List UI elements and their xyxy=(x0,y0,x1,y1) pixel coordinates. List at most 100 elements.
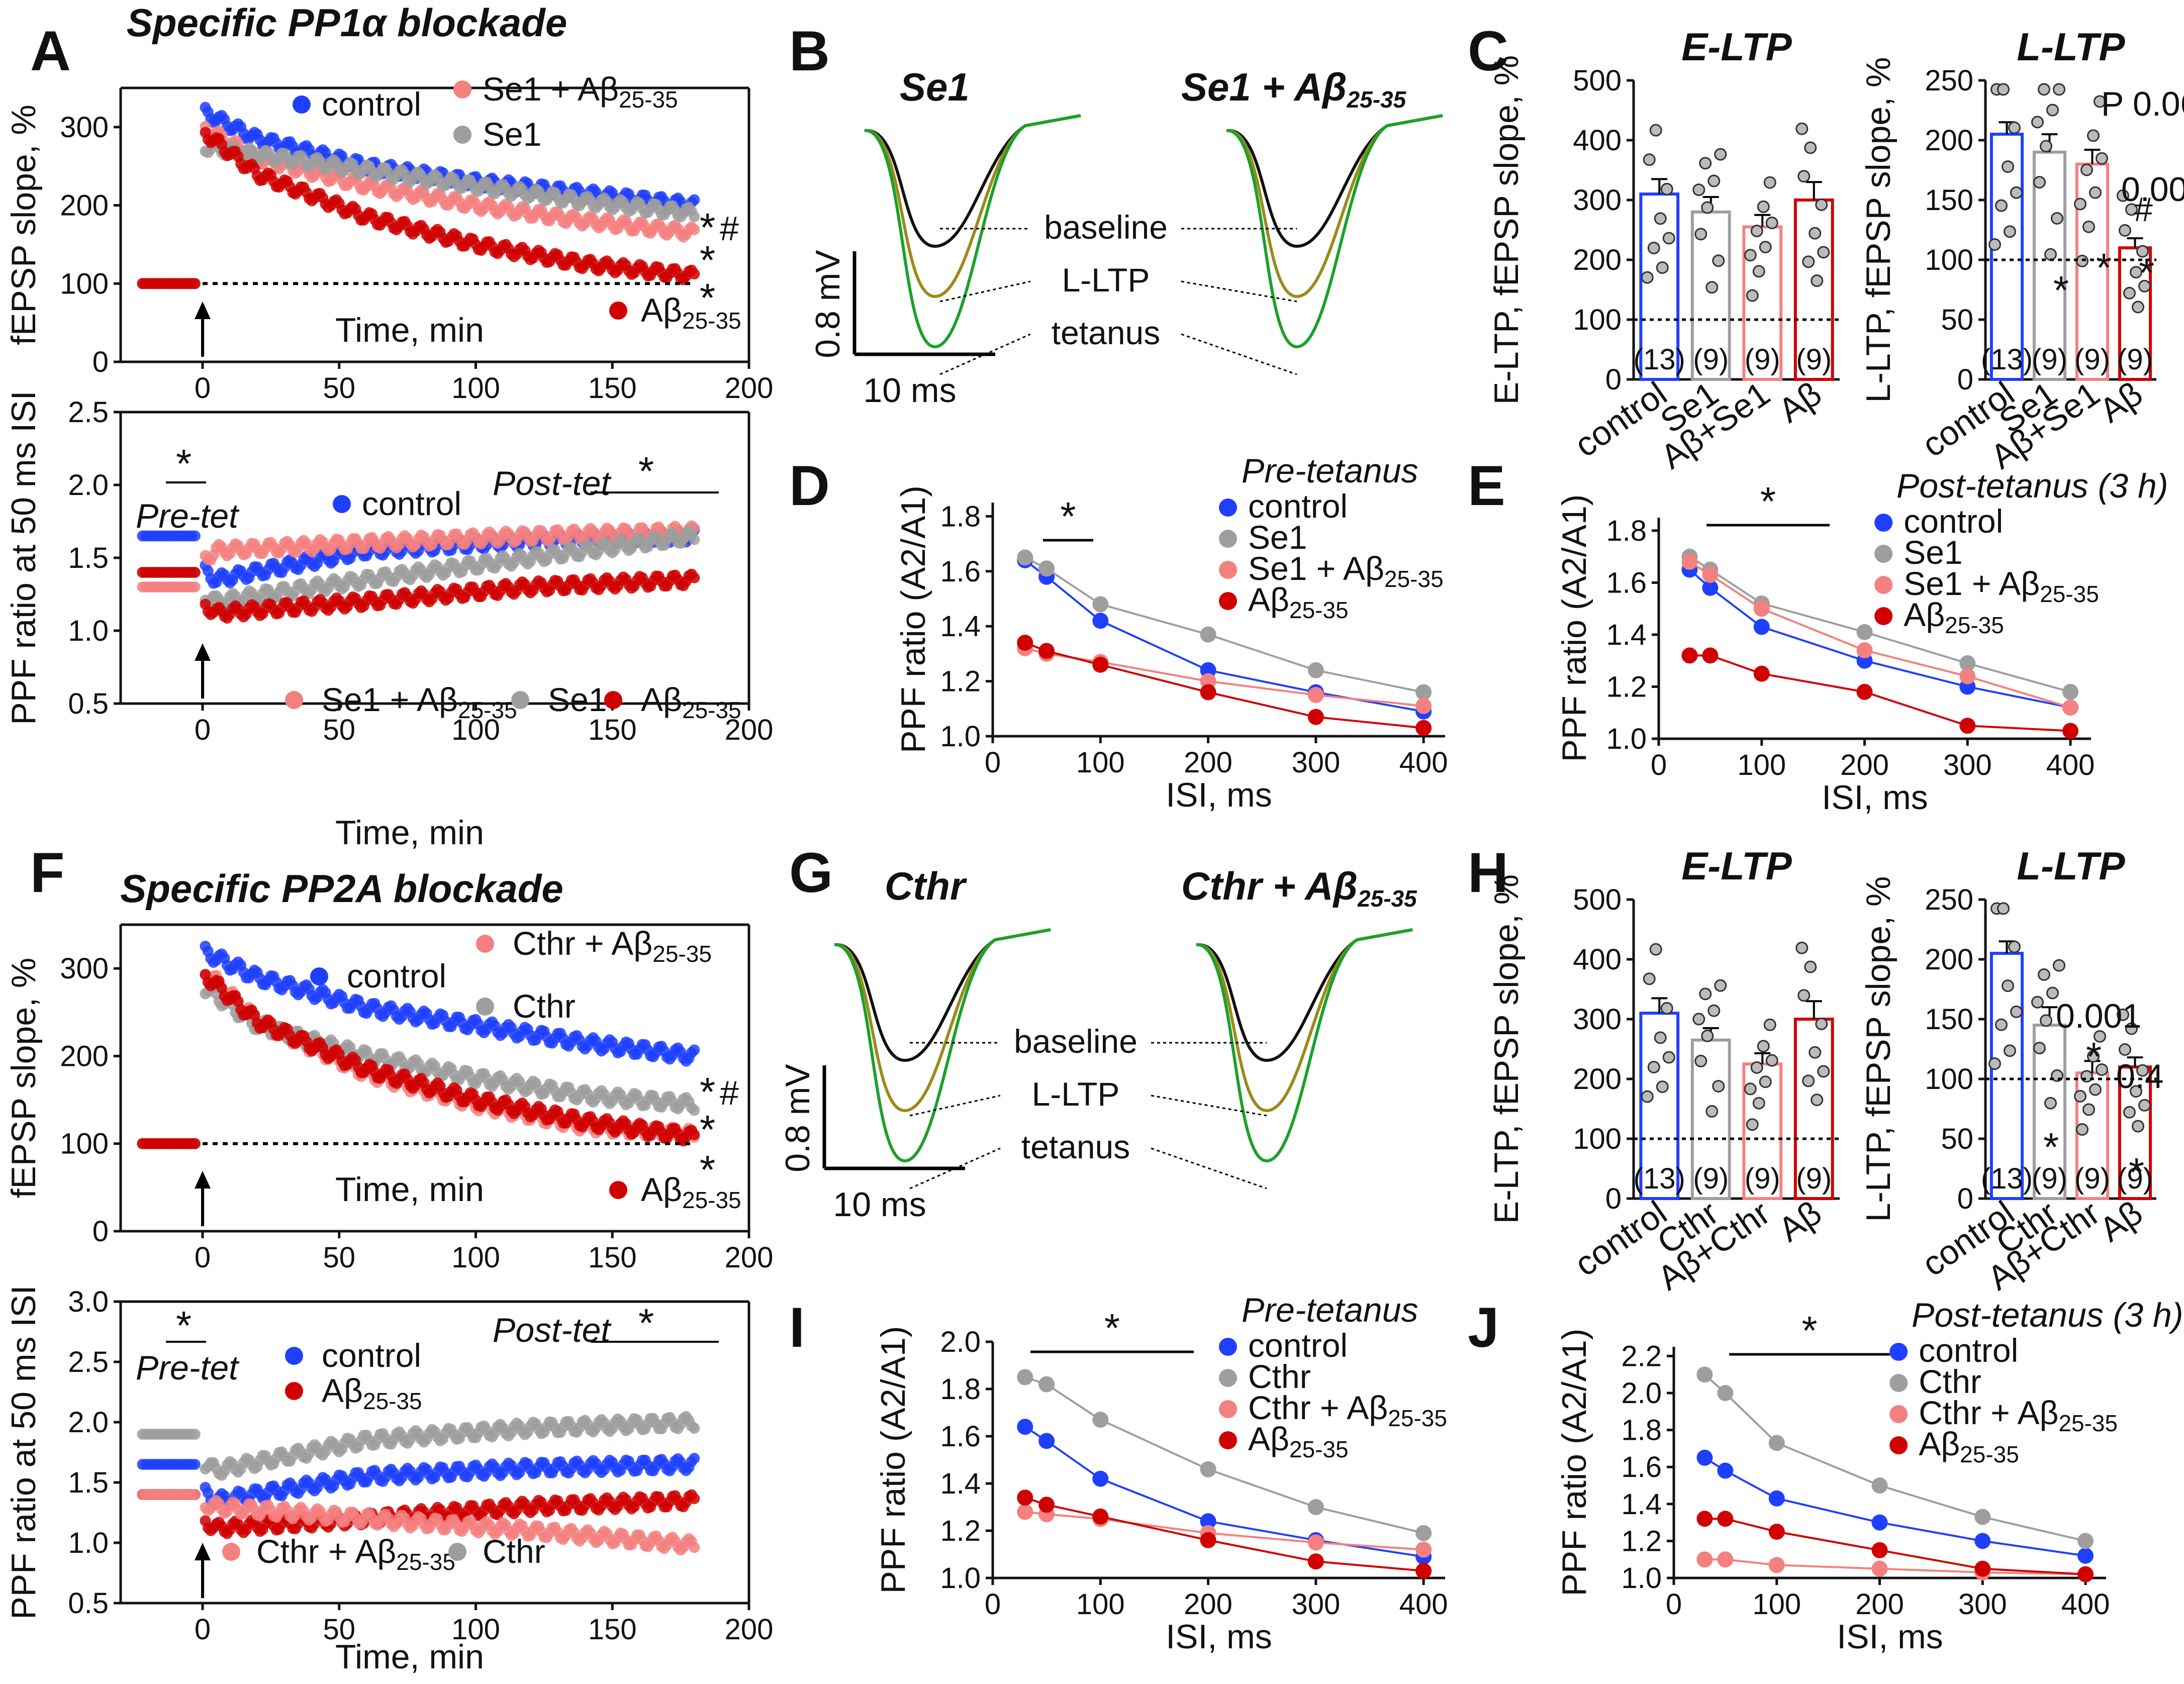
individual-point xyxy=(2044,248,2057,261)
individual-point xyxy=(1815,198,1828,211)
y-axis-label: L-LTP, fEPSP slope, % xyxy=(1859,876,1897,1222)
individual-point xyxy=(2004,225,2016,238)
sig-hash: # xyxy=(2134,190,2153,229)
y-tick-label: 300 xyxy=(60,952,109,985)
data-point xyxy=(1038,643,1055,659)
individual-point xyxy=(1757,1040,1770,1053)
individual-point xyxy=(2038,968,2050,981)
legend-marker xyxy=(609,1181,627,1199)
y-tick-label: 1.5 xyxy=(68,542,109,574)
data-point xyxy=(189,1459,201,1470)
legend-marker xyxy=(285,1347,303,1365)
x-tick-label: 200 xyxy=(1855,1588,1904,1621)
individual-point xyxy=(2031,996,2044,1009)
trace-leader xyxy=(1181,333,1297,375)
data-point xyxy=(1681,647,1698,664)
sig-star: * xyxy=(638,1301,654,1345)
data-point xyxy=(689,211,700,222)
y-axis-label: fEPSP slope, % xyxy=(5,105,43,345)
legend-marker xyxy=(1219,1369,1237,1387)
chart-C_right: 0 50 100 150 200 250 L-LTP, fEPSP slope, % L-LT… xyxy=(1859,25,2184,476)
individual-point xyxy=(1694,228,1707,241)
x-tick-label: 200 xyxy=(725,714,774,746)
y-tick-label: 150 xyxy=(1925,1003,1973,1036)
data-point xyxy=(1768,1435,1785,1451)
x-axis-label: ISI, ms xyxy=(1837,1618,1943,1656)
y-tick-label: 1.4 xyxy=(1621,1488,1662,1521)
individual-point xyxy=(1795,122,1809,135)
individual-point xyxy=(2038,83,2050,96)
y-axis-label: fEPSP slope, % xyxy=(5,958,43,1199)
y-tick-label: 2.0 xyxy=(1621,1377,1662,1410)
data-point xyxy=(1415,720,1432,736)
individual-point xyxy=(2082,220,2095,233)
bar-title: L-LTP xyxy=(2017,844,2125,888)
individual-point xyxy=(2132,1120,2144,1133)
individual-point xyxy=(1660,182,1673,195)
chart-D: 1.0 1.2 1.4 1.6 1.8 0 100 200 300 400 D Pre-tetanus… xyxy=(789,452,1448,814)
individual-point xyxy=(1815,1017,1828,1030)
trace-label: L-LTP xyxy=(1062,261,1150,299)
individual-point xyxy=(2074,1089,2086,1103)
y-tick-label: 300 xyxy=(1573,1003,1622,1036)
legend-label: Cthr xyxy=(513,987,576,1025)
individual-point xyxy=(1746,1118,1759,1131)
data-point xyxy=(1038,1376,1055,1393)
x-tick-label: 50 xyxy=(323,372,356,405)
individual-point xyxy=(1641,1090,1654,1103)
individual-point xyxy=(2138,1099,2151,1112)
data-point xyxy=(1871,1560,1888,1577)
bar-title: E-LTP xyxy=(1681,844,1792,888)
data-point xyxy=(1307,1553,1324,1570)
data-point xyxy=(1871,1542,1888,1558)
legend-label: control xyxy=(322,85,421,123)
sig-star: * xyxy=(2129,1150,2144,1195)
x-axis-label: Time, min xyxy=(335,1638,484,1676)
individual-point xyxy=(1988,1057,2001,1070)
y-tick-label: 2.0 xyxy=(940,1326,981,1358)
trace-title-right: Cthr + Aβ25-35 xyxy=(1181,864,1417,912)
panel-letter-d: D xyxy=(789,454,830,517)
data-point xyxy=(1681,554,1698,570)
data-point xyxy=(2062,699,2079,716)
individual-point xyxy=(2082,1103,2095,1116)
x-tick-label: 150 xyxy=(588,1613,637,1646)
y-tick-label: 250 xyxy=(1925,64,1973,97)
individual-point xyxy=(1647,1061,1660,1074)
data-point xyxy=(1038,1497,1055,1513)
legend-marker xyxy=(1219,499,1237,517)
individual-point xyxy=(1763,176,1776,189)
y-tick-label: 100 xyxy=(1573,304,1622,336)
legend-marker xyxy=(1219,1400,1237,1418)
data-point xyxy=(1702,647,1719,664)
data-point xyxy=(689,1105,700,1116)
y-tick-label: 1.4 xyxy=(940,610,981,643)
data-point xyxy=(1092,596,1109,613)
n-label: (9) xyxy=(2032,343,2067,376)
y-tick-label: 100 xyxy=(1925,244,1973,276)
n-label: (13) xyxy=(1634,343,1685,376)
x-tick-label: 100 xyxy=(451,714,500,746)
x-tick-label: 300 xyxy=(1958,1588,2007,1621)
sig-star: * xyxy=(176,441,192,486)
series-line xyxy=(1704,1457,2086,1557)
individual-point xyxy=(1750,1061,1763,1074)
y-tick-label: 1.0 xyxy=(940,1562,981,1595)
individual-point xyxy=(2089,1083,2102,1096)
scale-v-label: 0.8 mV xyxy=(809,250,847,358)
individual-point xyxy=(1797,170,1811,183)
x-tick-label: 0 xyxy=(1666,1588,1682,1621)
data-point xyxy=(189,581,201,592)
x-tick-label: 0 xyxy=(195,714,211,746)
x-tick-label: 200 xyxy=(1840,749,1889,781)
data-point xyxy=(1696,1449,1713,1466)
data-point xyxy=(1717,1462,1734,1479)
post-tet-label: Post-tet xyxy=(493,1311,612,1349)
sig-star: * xyxy=(1060,494,1076,539)
chart-title: Pre-tetanus xyxy=(1242,1291,1418,1329)
y-tick-label: 100 xyxy=(60,1128,109,1160)
n-label: (9) xyxy=(2074,343,2110,376)
data-point xyxy=(1017,549,1033,566)
y-tick-label: 200 xyxy=(1573,1063,1622,1096)
